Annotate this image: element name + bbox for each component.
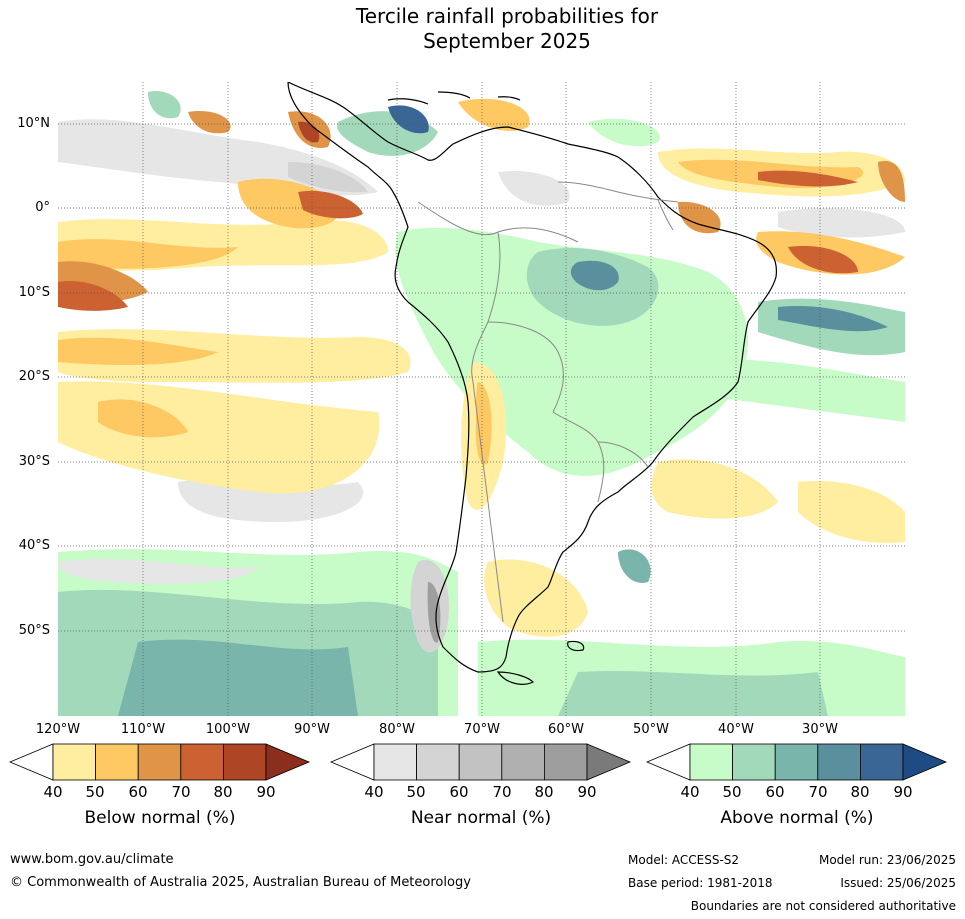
cb-below-tick-90: 90 bbox=[256, 783, 276, 801]
chart-title: Tercile rainfall probabilities for Septe… bbox=[0, 4, 965, 54]
website-link[interactable]: www.bom.gov.au/climate bbox=[10, 852, 174, 867]
colorbar-above-normal bbox=[645, 743, 948, 781]
lon-label-70w: 70°W bbox=[464, 722, 500, 737]
cb-near-tick-90: 90 bbox=[577, 783, 597, 801]
lon-label-40w: 40°W bbox=[718, 722, 754, 737]
colorbars bbox=[8, 743, 948, 781]
issued-date: Issued: 25/06/2025 bbox=[840, 876, 956, 890]
lon-label-100w: 100°W bbox=[205, 722, 251, 737]
cb-above-tick-90: 90 bbox=[893, 783, 913, 801]
cb-below-tick-70: 70 bbox=[171, 783, 191, 801]
base-period: Base period: 1981-2018 bbox=[628, 876, 773, 890]
lon-label-50w: 50°W bbox=[633, 722, 669, 737]
model-run-date: Model run: 23/06/2025 bbox=[818, 853, 956, 867]
colorbar-below-normal bbox=[8, 743, 311, 781]
lat-label-0: 0° bbox=[35, 200, 50, 215]
cb-above-tick-60: 60 bbox=[765, 783, 785, 801]
cb-above-tick-50: 50 bbox=[722, 783, 742, 801]
cb-below-tick-60: 60 bbox=[128, 783, 148, 801]
below-normal-regions bbox=[58, 98, 905, 637]
lon-label-90w: 90°W bbox=[294, 722, 330, 737]
lon-label-60w: 60°W bbox=[548, 722, 584, 737]
cb-below-tick-80: 80 bbox=[213, 783, 233, 801]
lon-label-120w: 120°W bbox=[35, 722, 81, 737]
cb-near-tick-40: 40 bbox=[364, 783, 384, 801]
cb-above-tick-40: 40 bbox=[680, 783, 700, 801]
cb-below-tick-50: 50 bbox=[85, 783, 105, 801]
colorbar-title-below: Below normal (%) bbox=[84, 808, 236, 828]
lon-label-30w: 30°W bbox=[802, 722, 838, 737]
lat-label-30s: 30°S bbox=[18, 454, 50, 469]
cb-above-tick-80: 80 bbox=[850, 783, 870, 801]
lat-label-50s: 50°S bbox=[18, 623, 50, 638]
lon-label-80w: 80°W bbox=[379, 722, 415, 737]
model-name: Model: ACCESS-S2 bbox=[628, 853, 740, 867]
colorbar-near-normal bbox=[329, 743, 632, 781]
near-normal-regions bbox=[58, 119, 905, 653]
coastline bbox=[287, 82, 778, 685]
rainfall-map bbox=[58, 82, 905, 716]
colorbar-title-near: Near normal (%) bbox=[410, 808, 552, 828]
lon-label-110w: 110°W bbox=[120, 722, 166, 737]
lat-label-20s: 20°S bbox=[18, 369, 50, 384]
map-panel bbox=[58, 82, 905, 716]
lat-label-40s: 40°S bbox=[18, 538, 50, 553]
cb-near-tick-50: 50 bbox=[406, 783, 426, 801]
lat-label-10n: 10°N bbox=[17, 116, 50, 131]
copyright-text: © Commonwealth of Australia 2025, Austra… bbox=[10, 875, 471, 890]
cb-below-tick-40: 40 bbox=[43, 783, 63, 801]
lat-label-10s: 10°S bbox=[18, 285, 50, 300]
cb-above-tick-70: 70 bbox=[808, 783, 828, 801]
cb-near-tick-70: 70 bbox=[492, 783, 512, 801]
country-borders bbox=[417, 181, 679, 623]
colorbar-title-above: Above normal (%) bbox=[720, 808, 874, 828]
boundaries-disclaimer: Boundaries are not considered authoritat… bbox=[690, 899, 956, 913]
cb-near-tick-60: 60 bbox=[449, 783, 469, 801]
graticule bbox=[58, 82, 905, 716]
title-line-1: Tercile rainfall probabilities for bbox=[355, 4, 659, 28]
cb-near-tick-80: 80 bbox=[534, 783, 554, 801]
title-line-2: September 2025 bbox=[423, 29, 591, 53]
